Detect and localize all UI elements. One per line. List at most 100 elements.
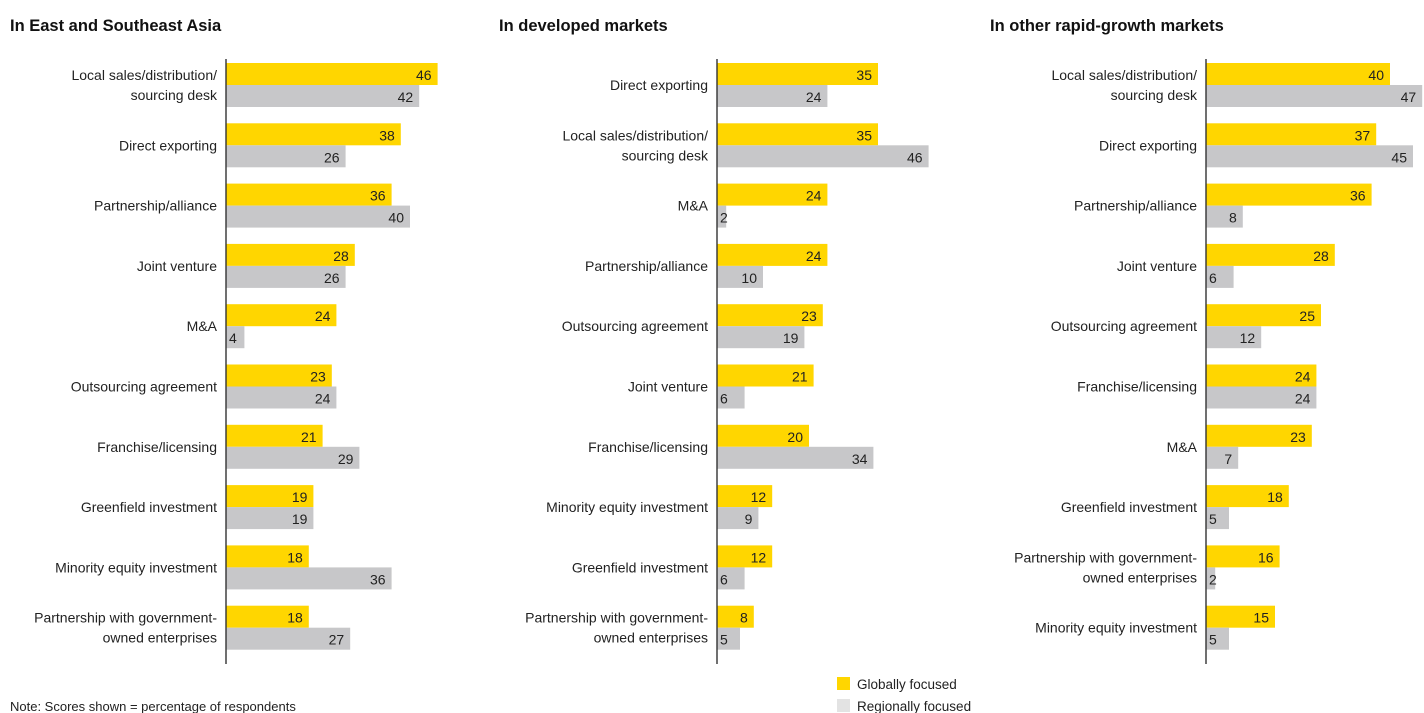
value-label-regional: 10 [741,270,757,286]
value-label-global: 46 [416,67,432,83]
legend-swatch-global [837,677,850,690]
bar-regionally-focused [717,85,828,107]
bar-regionally-focused [717,567,745,590]
category-group: Franchise/licensing 24 24 [1077,364,1317,409]
legend: Globally focused Regionally focused [837,677,971,713]
value-label-regional: 46 [907,149,923,165]
value-label-regional: 24 [806,89,822,105]
bar-globally-focused [717,304,823,327]
value-label-regional: 2 [720,210,728,226]
value-label-regional: 45 [1391,149,1407,165]
bar-globally-focused [226,545,309,568]
bar-regionally-focused [717,145,929,168]
bar-globally-focused [226,243,355,266]
panel-title: In developed markets [499,17,668,35]
category-label: Franchise/licensing [588,439,708,455]
value-label-global: 23 [1290,429,1306,445]
bar-globally-focused [717,63,878,85]
value-label-regional: 29 [338,451,354,467]
value-label-regional: 40 [388,210,404,226]
category-group: Direct exporting 35 24 [610,63,878,107]
bar-globally-focused [226,304,337,327]
category-label: Greenfield investment [81,499,217,515]
bar-regionally-focused [226,386,337,409]
bar-globally-focused [717,123,878,146]
bar-regionally-focused [226,446,360,469]
category-group: Local sales/distribution/sourcing desk 40… [1051,63,1423,107]
value-label-regional: 5 [1209,632,1217,648]
bar-regionally-focused [1206,567,1216,590]
value-label-regional: 42 [398,89,414,105]
value-label-global: 18 [1267,489,1283,505]
category-group: Minority equity investment 18 36 [55,545,392,590]
panel-title: In East and Southeast Asia [10,17,222,35]
value-label-regional: 5 [720,632,728,648]
value-label-global: 21 [301,429,317,445]
value-label-global: 24 [806,188,822,204]
value-label-regional: 24 [1295,391,1311,407]
bar-globally-focused [226,485,314,508]
value-label-global: 16 [1258,549,1274,565]
bar-regionally-focused [717,386,745,409]
bar-globally-focused [1206,605,1275,628]
category-label: Outsourcing agreement [71,379,217,395]
value-label-global: 18 [287,549,303,565]
value-label-global: 40 [1368,67,1384,83]
bar-regionally-focused [1206,85,1423,107]
value-label-global: 19 [292,489,308,505]
category-label: Outsourcing agreement [562,318,708,334]
value-label-regional: 26 [324,149,340,165]
value-label-global: 15 [1253,610,1269,626]
category-group: Joint venture 28 26 [137,243,355,288]
category-label: Local sales/distribution/sourcing desk [562,127,709,163]
bar-globally-focused [717,424,809,447]
category-label: Local sales/distribution/sourcing desk [71,67,218,103]
bar-globally-focused [1206,545,1280,568]
bar-regionally-focused [1206,265,1234,288]
value-label-regional: 4 [229,330,237,346]
value-label-regional: 5 [1209,511,1217,527]
value-label-global: 24 [1295,369,1311,385]
category-group: M&A 23 7 [1167,424,1312,469]
category-group: Outsourcing agreement 25 12 [1051,304,1321,349]
category-label: Local sales/distribution/sourcing desk [1051,67,1198,103]
category-label: Partnership/alliance [94,198,217,214]
category-group: Local sales/distribution/sourcing desk 35… [562,123,929,168]
category-group: Partnership with government-owned enterp… [1014,545,1280,590]
panel-in-east-and-southeast-asia: In East and Southeast Asia Local sales/di… [10,17,438,664]
value-label-global: 23 [801,308,817,324]
bar-globally-focused [717,183,828,206]
value-label-regional: 26 [324,270,340,286]
bar-regionally-focused [717,265,763,288]
category-group: Franchise/licensing 21 29 [97,424,360,469]
value-label-regional: 12 [1240,330,1256,346]
category-label: Partnership/alliance [585,258,708,274]
legend-label-global: Globally focused [857,677,957,692]
category-label: Joint venture [137,258,217,274]
category-label: Joint venture [628,379,708,395]
bar-regionally-focused [226,265,346,288]
category-label: Minority equity investment [546,499,708,515]
bar-regionally-focused [226,145,346,168]
value-label-regional: 8 [1229,210,1237,226]
bar-globally-focused [226,183,392,206]
category-label: Partnership/alliance [1074,198,1197,214]
value-label-regional: 36 [370,571,386,587]
value-label-global: 12 [751,489,767,505]
value-label-global: 8 [740,610,748,626]
category-label: Greenfield investment [572,559,708,575]
category-group: Direct exporting 37 45 [1099,123,1413,168]
category-label: M&A [1167,439,1198,455]
category-group: Minority equity investment 15 5 [1035,605,1275,650]
category-group: Greenfield investment 18 5 [1061,485,1289,530]
panel-title: In other rapid-growth markets [990,17,1224,35]
value-label-global: 37 [1355,127,1371,143]
bar-globally-focused [717,485,773,508]
value-label-global: 35 [856,127,872,143]
bar-regionally-focused [226,85,420,107]
value-label-global: 36 [370,188,386,204]
value-label-global: 24 [315,308,331,324]
category-label: Outsourcing agreement [1051,318,1197,334]
value-label-regional: 24 [315,391,331,407]
